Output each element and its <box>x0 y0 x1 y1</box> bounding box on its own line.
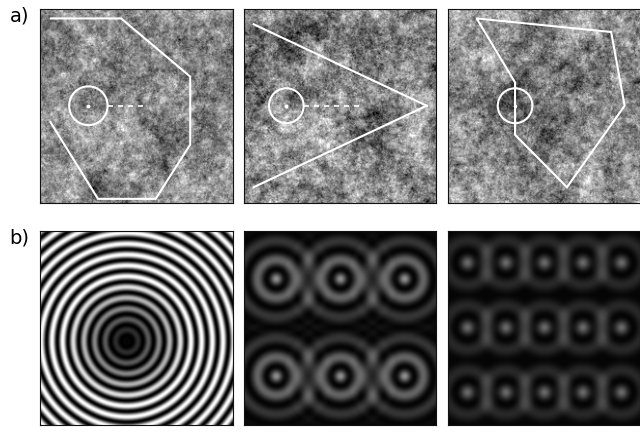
Text: a): a) <box>10 7 29 26</box>
Text: b): b) <box>10 229 29 248</box>
